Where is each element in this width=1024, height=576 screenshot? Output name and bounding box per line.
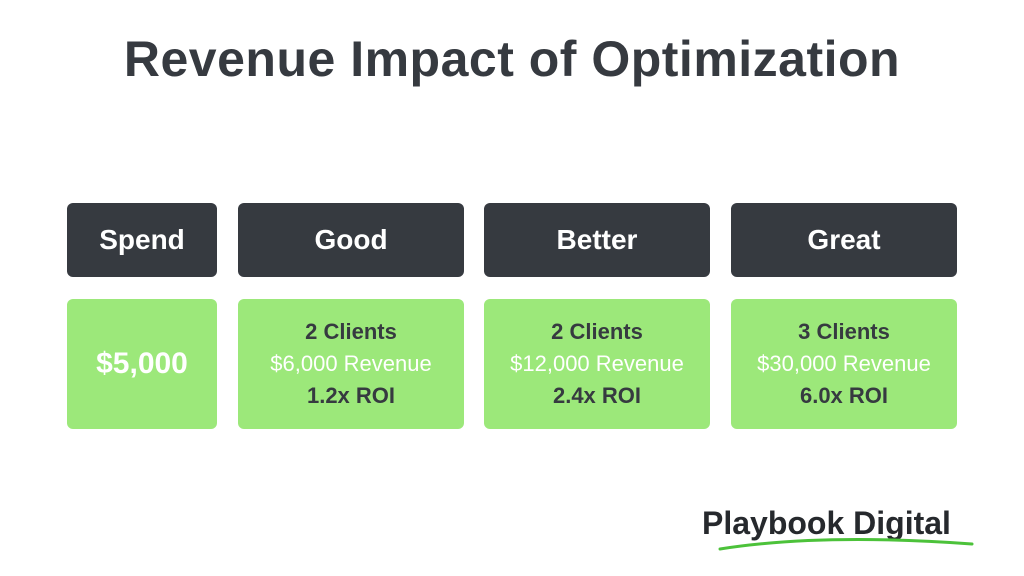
spend-value: $5,000 (96, 347, 188, 380)
good-header: Good (238, 203, 464, 277)
spend-value-box: $5,000 (67, 299, 217, 429)
spend-header-label: Spend (99, 224, 185, 255)
better-header: Better (484, 203, 710, 277)
better-header-label: Better (556, 224, 638, 255)
logo-swoosh-icon (718, 538, 974, 551)
spend-header: Spend (67, 203, 217, 277)
great-revenue: $30,000 Revenue (757, 351, 931, 376)
great-roi: 6.0x ROI (799, 383, 889, 408)
logo-text: Playbook Digital (702, 505, 951, 541)
playbook-digital-logo: Playbook Digital (702, 505, 1002, 555)
good-value-box: 2 Clients $6,000 Revenue 1.2x ROI (238, 299, 464, 429)
spend-column: Spend $5,000 (67, 203, 217, 429)
great-column: Great 3 Clients $30,000 Revenue 6.0x ROI (731, 203, 957, 429)
great-value-box: 3 Clients $30,000 Revenue 6.0x ROI (731, 299, 957, 429)
good-revenue: $6,000 Revenue (270, 351, 432, 376)
better-column: Better 2 Clients $12,000 Revenue 2.4x RO… (484, 203, 710, 429)
page-title: Revenue Impact of Optimization (123, 31, 901, 87)
great-clients: 3 Clients (798, 319, 890, 344)
good-header-label: Good (314, 224, 388, 255)
better-clients: 2 Clients (551, 319, 643, 344)
great-header-label: Great (807, 224, 881, 255)
good-clients: 2 Clients (305, 319, 397, 344)
great-header: Great (731, 203, 957, 277)
better-revenue: $12,000 Revenue (510, 351, 684, 376)
good-roi: 1.2x ROI (306, 383, 396, 408)
good-column: Good 2 Clients $6,000 Revenue 1.2x ROI (238, 203, 464, 429)
better-value-box: 2 Clients $12,000 Revenue 2.4x ROI (484, 299, 710, 429)
better-roi: 2.4x ROI (552, 383, 642, 408)
